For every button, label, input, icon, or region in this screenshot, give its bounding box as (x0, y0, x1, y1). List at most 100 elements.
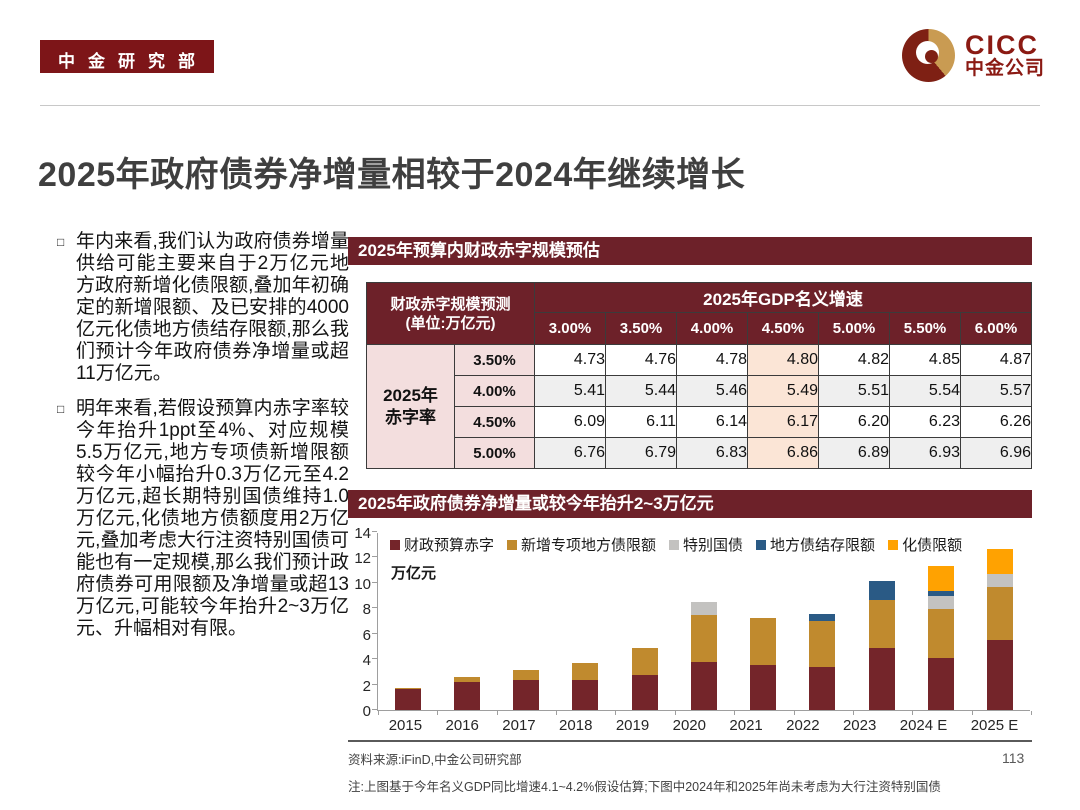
legend-item: 地方债结存限额 (756, 534, 875, 555)
gdp-growth-column-header: 3.50% (605, 312, 678, 345)
bar-segment (750, 618, 777, 665)
gdp-growth-column-header: 4.50% (747, 312, 820, 345)
x-tick-label: 2017 (502, 717, 536, 734)
y-tick-label: 6 (362, 626, 371, 644)
bar-segment (987, 586, 1014, 641)
table-corner-header: 财政赤字规模预测 (单位:万亿元) (365, 282, 536, 345)
logo-wordmark-cn: 中金公司 (965, 58, 1046, 79)
bar-segment (809, 620, 836, 668)
legend-swatch-icon (888, 539, 899, 550)
bar-segment (987, 573, 1014, 587)
bar-segment (928, 608, 955, 659)
y-tick-label: 12 (354, 550, 371, 568)
bar-segment (928, 591, 955, 597)
table-cell: 6.23 (889, 406, 962, 438)
y-tick-mark (372, 658, 377, 660)
legend-swatch-icon (507, 539, 518, 550)
table-cell: 5.44 (605, 375, 678, 407)
x-tick-label: 2025 E (970, 717, 1019, 734)
table-cell: 6.76 (534, 437, 607, 469)
table-cell: 4.76 (605, 344, 678, 376)
y-tick-mark (372, 607, 377, 609)
bar-segment (394, 688, 421, 690)
logo-wordmark-en: CICC (965, 30, 1039, 60)
bar-2021 (750, 618, 777, 710)
bar-segment (631, 647, 658, 675)
bullet-text: 明年来看,若假设预算内赤字率较今年抬升1ppt至4%、对应规模5.5万亿元,地方… (76, 398, 349, 639)
table-cell: 6.96 (960, 437, 1033, 469)
bar-2022 (809, 614, 836, 710)
bar-2018 (572, 662, 599, 710)
x-tick-mark (1031, 711, 1032, 715)
table-row: 4.00% 5.41 5.44 5.46 5.49 5.51 5.54 5.57 (367, 375, 1033, 407)
plot-area (372, 531, 1032, 715)
y-tick-label: 0 (362, 703, 371, 720)
bar-2020 (690, 601, 717, 710)
bar-segment (690, 614, 717, 663)
deficit-rate-row-label: 4.00% (453, 375, 536, 407)
deficit-rate-row-label: 4.50% (453, 406, 536, 438)
logo-dot-shape (925, 50, 938, 63)
bar-2024-E (928, 565, 955, 710)
bar-segment (928, 565, 955, 592)
exhibit-panel: 2025年预算内财政赤字规模预估 财政赤字规模预测 (单位:万亿元) 2025年GD… (348, 237, 1033, 795)
header-divider (40, 105, 1040, 106)
table-section-title: 2025年预算内财政赤字规模预估 (348, 237, 1032, 265)
bar-segment (453, 682, 480, 710)
bar-2023 (868, 580, 895, 710)
bullet-item: □ 年内来看,我们认为政府债券增量供给可能主要来自于2万亿元地方政府新增化债限额… (57, 231, 349, 385)
y-tick-mark (372, 683, 377, 685)
y-tick-label: 8 (362, 601, 371, 619)
legend-label: 化债限额 (902, 537, 963, 554)
gdp-growth-column-header: 3.00% (534, 312, 607, 345)
x-tick-mark (793, 711, 795, 715)
bar-2015 (394, 688, 421, 710)
table-cell: 4.82 (818, 344, 891, 376)
y-tick-mark (372, 556, 377, 558)
legend-label: 新增专项地方债限额 (521, 537, 657, 554)
legend-item: 化债限额 (888, 534, 962, 555)
table-cell: 4.87 (960, 344, 1033, 376)
bar-segment (690, 601, 717, 615)
legend-item: 新增专项地方债限额 (507, 534, 656, 555)
y-tick-label: 10 (354, 575, 371, 593)
bar-segment (868, 580, 895, 600)
table-cell: 6.83 (676, 437, 749, 469)
x-tick-label: 2024 E (899, 717, 948, 734)
deficit-table: 财政赤字规模预测 (单位:万亿元) 2025年GDP名义增速 3.00% 3.50% 4.… (365, 282, 1033, 469)
x-tick-label: 2019 (615, 717, 650, 734)
table-cell: 6.26 (960, 406, 1033, 438)
bar-segment (513, 669, 540, 680)
bullet-square-icon: □ (57, 402, 65, 416)
table-cell: 6.09 (534, 406, 607, 438)
legend-item: 财政预算赤字 (390, 534, 494, 555)
bar-segment (928, 658, 955, 710)
bar-segment (809, 614, 836, 621)
y-tick-label: 2 (362, 677, 371, 695)
table-cell: 6.79 (605, 437, 678, 469)
bar-2019 (631, 647, 658, 710)
table-cell: 6.93 (889, 437, 962, 469)
note-line: 注:上图基于今年名义GDP同比增速4.1~4.2%假设估算;下图中2024年和2… (348, 780, 941, 794)
table-cell: 5.49 (747, 375, 820, 407)
table-cell: 6.20 (818, 406, 891, 438)
bar-segment (690, 662, 717, 710)
x-tick-mark (912, 711, 914, 715)
legend-swatch-icon (390, 539, 400, 550)
x-tick-mark (852, 711, 854, 715)
cicc-logo-icon (902, 29, 955, 82)
x-tick-label: 2023 (842, 717, 877, 734)
table-cell: 5.51 (818, 375, 891, 407)
gdp-growth-column-header: 5.00% (818, 312, 891, 345)
bar-2025-E (987, 548, 1014, 710)
legend-swatch-icon (669, 539, 680, 550)
deficit-rate-group-label: 2025年 赤字率 (366, 344, 455, 469)
table-row: 5.00% 6.76 6.79 6.83 6.86 6.89 6.93 6.96 (367, 437, 1033, 469)
y-axis-labels: 0 2 4 6 8 10 12 14 (348, 525, 371, 720)
legend-item: 特别国债 (669, 534, 743, 555)
table-cell: 5.46 (676, 375, 749, 407)
table-cell: 5.57 (960, 375, 1033, 407)
deficit-rate-row-label: 5.00% (453, 437, 536, 469)
x-tick-mark (971, 711, 973, 715)
